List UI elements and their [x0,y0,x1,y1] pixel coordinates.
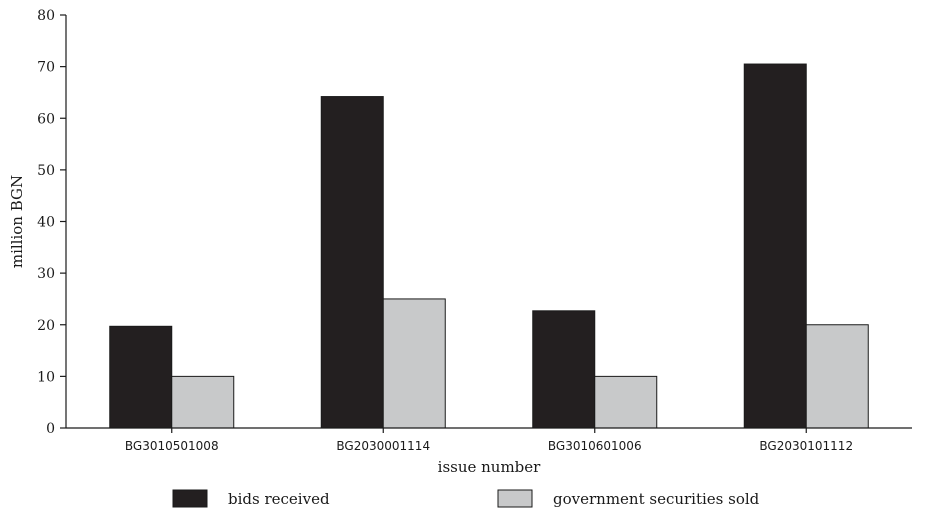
x-category-label: BG3010601006 [548,439,642,453]
bar-securities-sold [594,375,658,429]
x-axis-categories: BG3010501008 BG2030001114 BG3010601006 BG20… [125,428,853,453]
legend-label: government securities sold [553,490,760,508]
x-category-label: BG2030001114 [336,439,430,453]
bar-bids-received [109,325,173,429]
bar-securities-sold [171,375,235,429]
y-axis-ticks: 0 10 20 30 40 50 60 70 80 [37,8,66,437]
y-tick-label: 80 [37,8,55,24]
y-tick-label: 70 [37,60,55,76]
legend-label: bids received [228,490,330,508]
y-tick-label: 30 [37,266,55,282]
bar-bids-received [320,96,384,429]
x-category-label: BG2030101112 [759,439,853,453]
bar-bids-received [743,63,807,429]
bar-bids-received [532,310,596,429]
legend-swatch [497,489,533,508]
y-tick-label: 10 [37,369,55,385]
bar-securities-sold [382,298,446,429]
bars [109,63,869,429]
y-tick-label: 0 [46,421,55,437]
y-tick-label: 40 [37,215,55,231]
y-tick-label: 20 [37,318,55,334]
x-category-label: BG3010501008 [125,439,219,453]
x-axis-title: issue number [438,458,542,476]
y-tick-label: 60 [37,111,55,127]
y-axis-title: million BGN [8,175,26,268]
legend-swatch [172,489,208,508]
legend: bids received government securities sold [172,489,760,508]
y-tick-label: 50 [37,163,55,179]
bar-securities-sold [805,324,869,429]
